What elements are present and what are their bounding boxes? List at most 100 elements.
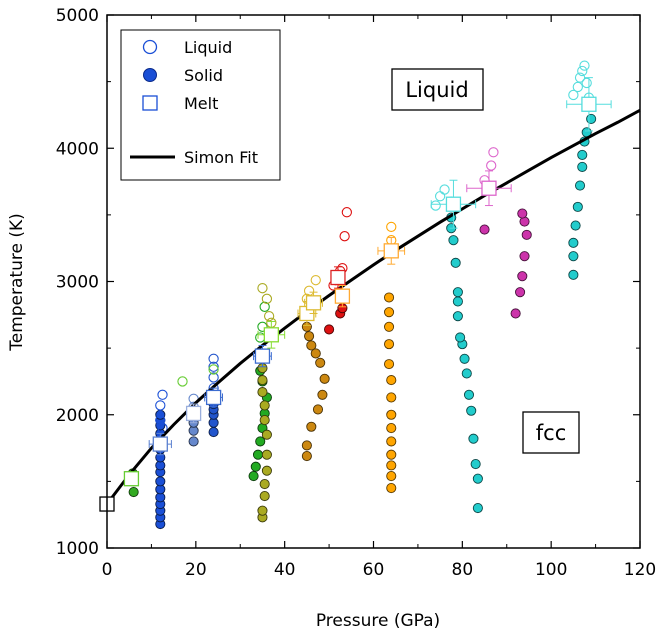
solid-point bbox=[257, 387, 268, 398]
liquid-point bbox=[486, 160, 497, 171]
solid-point bbox=[519, 251, 530, 262]
x-tick-label: 80 bbox=[452, 560, 474, 580]
melt-point bbox=[481, 180, 497, 196]
melt-point bbox=[581, 96, 597, 112]
liquid-point bbox=[339, 231, 350, 242]
liquid-point bbox=[579, 60, 590, 71]
solid-point bbox=[386, 392, 397, 403]
solid-point bbox=[306, 421, 317, 432]
solid-point bbox=[468, 433, 479, 444]
solid-point bbox=[319, 373, 330, 384]
melt-point bbox=[445, 196, 462, 212]
solid-point bbox=[517, 271, 528, 282]
solid-point bbox=[383, 359, 395, 370]
solid-point bbox=[301, 451, 312, 462]
melt-point bbox=[263, 327, 279, 343]
solid-point bbox=[383, 339, 395, 350]
y-tick-label: 1000 bbox=[56, 539, 99, 559]
solid-point bbox=[155, 476, 166, 487]
solid-point bbox=[261, 449, 272, 460]
fcc-region-annotation: fcc bbox=[522, 411, 580, 454]
solid-point bbox=[310, 348, 321, 359]
liquid-point bbox=[255, 332, 266, 343]
legend-liquid-label: Liquid bbox=[184, 38, 232, 57]
liquid-point bbox=[341, 207, 352, 218]
legend-melt-label: Melt bbox=[184, 94, 218, 113]
melt-point bbox=[185, 405, 202, 422]
liquid-point bbox=[310, 275, 321, 286]
liquid-point bbox=[574, 72, 586, 83]
solid-point bbox=[128, 486, 139, 498]
x-tick-label: 100 bbox=[535, 560, 567, 580]
solid-point bbox=[568, 269, 579, 280]
solid-point bbox=[259, 490, 270, 502]
y-axis-label: Temperature (K) bbox=[7, 213, 27, 352]
solid-point bbox=[386, 436, 397, 447]
liquid-point bbox=[488, 147, 499, 158]
solid-point bbox=[261, 429, 272, 440]
liquid-point bbox=[155, 400, 166, 411]
solid-point bbox=[510, 308, 521, 319]
solid-point bbox=[459, 353, 470, 364]
x-tick-label: 40 bbox=[274, 560, 296, 580]
liquid-point bbox=[577, 65, 588, 77]
solid-point bbox=[472, 502, 483, 514]
legend-melt-marker bbox=[142, 95, 158, 111]
solid-point bbox=[304, 331, 315, 342]
solid-point bbox=[259, 415, 270, 426]
solid-point bbox=[472, 473, 483, 484]
solid-point bbox=[572, 201, 583, 212]
liquid-point bbox=[434, 191, 446, 202]
liquid-point bbox=[263, 310, 275, 322]
solid-point bbox=[312, 404, 324, 415]
y-tick-label: 2000 bbox=[56, 406, 99, 426]
liquid-point bbox=[303, 285, 315, 296]
solid-point bbox=[574, 180, 586, 191]
axes-layer: 0 20 40 60 80 100 120 1000 2000 3000 4000 5000 bbox=[56, 6, 656, 580]
solid-point bbox=[461, 368, 472, 379]
solid-point bbox=[386, 375, 397, 386]
liquid-point bbox=[208, 364, 219, 375]
liquid-point bbox=[259, 301, 270, 312]
liquid-point bbox=[177, 376, 188, 387]
liquid-point bbox=[208, 372, 219, 383]
liquid-point bbox=[572, 81, 583, 93]
svg-text:Liquid: Liquid bbox=[405, 78, 468, 102]
melt-point bbox=[123, 471, 140, 487]
melt-point bbox=[330, 269, 346, 286]
solid-point bbox=[521, 229, 532, 240]
solid-point bbox=[386, 482, 397, 494]
solid-point bbox=[466, 405, 477, 416]
legend-solid-marker bbox=[143, 68, 157, 82]
liquid-point bbox=[581, 77, 592, 89]
liquid-point bbox=[386, 221, 397, 233]
x-tick-label: 20 bbox=[185, 560, 207, 580]
solid-point bbox=[155, 409, 166, 420]
liquid-point bbox=[257, 321, 268, 332]
solid-point bbox=[383, 307, 395, 318]
solid-point bbox=[479, 224, 490, 235]
solid-point bbox=[252, 449, 264, 460]
y-tick-label: 4000 bbox=[56, 139, 99, 159]
simon-fit-layer bbox=[105, 108, 641, 505]
solid-point bbox=[383, 321, 395, 332]
solid-point bbox=[515, 287, 526, 298]
liquid-point bbox=[157, 389, 168, 400]
solid-point bbox=[386, 423, 397, 434]
x-tick-label: 120 bbox=[624, 560, 656, 580]
solid-point bbox=[448, 235, 459, 246]
solid-point bbox=[208, 427, 219, 438]
solid-point bbox=[577, 149, 588, 160]
legend-solid-label: Solid bbox=[184, 66, 223, 85]
solid-point bbox=[261, 465, 272, 476]
x-tick-label: 0 bbox=[102, 560, 113, 580]
solid-point bbox=[306, 340, 317, 351]
solid-point bbox=[317, 389, 328, 400]
melt-point bbox=[305, 295, 322, 311]
liquid-point bbox=[208, 361, 219, 372]
solid-point bbox=[568, 251, 579, 262]
solid-point bbox=[470, 459, 481, 470]
solid-point bbox=[452, 296, 463, 307]
melt-point bbox=[254, 348, 271, 364]
